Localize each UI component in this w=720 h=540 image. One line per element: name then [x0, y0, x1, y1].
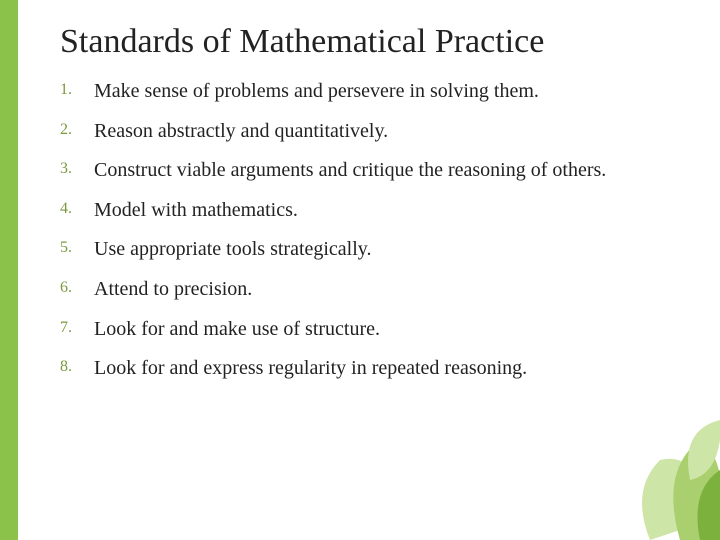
- item-text: Reason abstractly and quantitatively.: [94, 119, 388, 145]
- item-number: 7.: [60, 317, 94, 337]
- list-item: 4. Model with mathematics.: [60, 198, 660, 224]
- list-item: 1. Make sense of problems and persevere …: [60, 79, 660, 105]
- list-item: 7. Look for and make use of structure.: [60, 317, 660, 343]
- item-text: Look for and make use of structure.: [94, 317, 380, 343]
- item-text: Look for and express regularity in repea…: [94, 356, 527, 382]
- item-text: Attend to precision.: [94, 277, 252, 303]
- slide-content: Standards of Mathematical Practice 1. Ma…: [60, 22, 660, 396]
- slide-title: Standards of Mathematical Practice: [60, 22, 660, 61]
- list-item: 6. Attend to precision.: [60, 277, 660, 303]
- item-text: Use appropriate tools strategically.: [94, 237, 372, 263]
- list-item: 2. Reason abstractly and quantitatively.: [60, 119, 660, 145]
- item-number: 6.: [60, 277, 94, 297]
- item-text: Construct viable arguments and critique …: [94, 158, 606, 184]
- practice-list: 1. Make sense of problems and persevere …: [60, 79, 660, 382]
- list-item: 8. Look for and express regularity in re…: [60, 356, 660, 382]
- item-number: 4.: [60, 198, 94, 218]
- item-number: 8.: [60, 356, 94, 376]
- list-item: 5. Use appropriate tools strategically.: [60, 237, 660, 263]
- accent-bar: [0, 0, 18, 540]
- list-item: 3. Construct viable arguments and critiq…: [60, 158, 660, 184]
- item-number: 3.: [60, 158, 94, 178]
- item-number: 2.: [60, 119, 94, 139]
- item-number: 5.: [60, 237, 94, 257]
- item-number: 1.: [60, 79, 94, 99]
- item-text: Make sense of problems and persevere in …: [94, 79, 539, 105]
- item-text: Model with mathematics.: [94, 198, 298, 224]
